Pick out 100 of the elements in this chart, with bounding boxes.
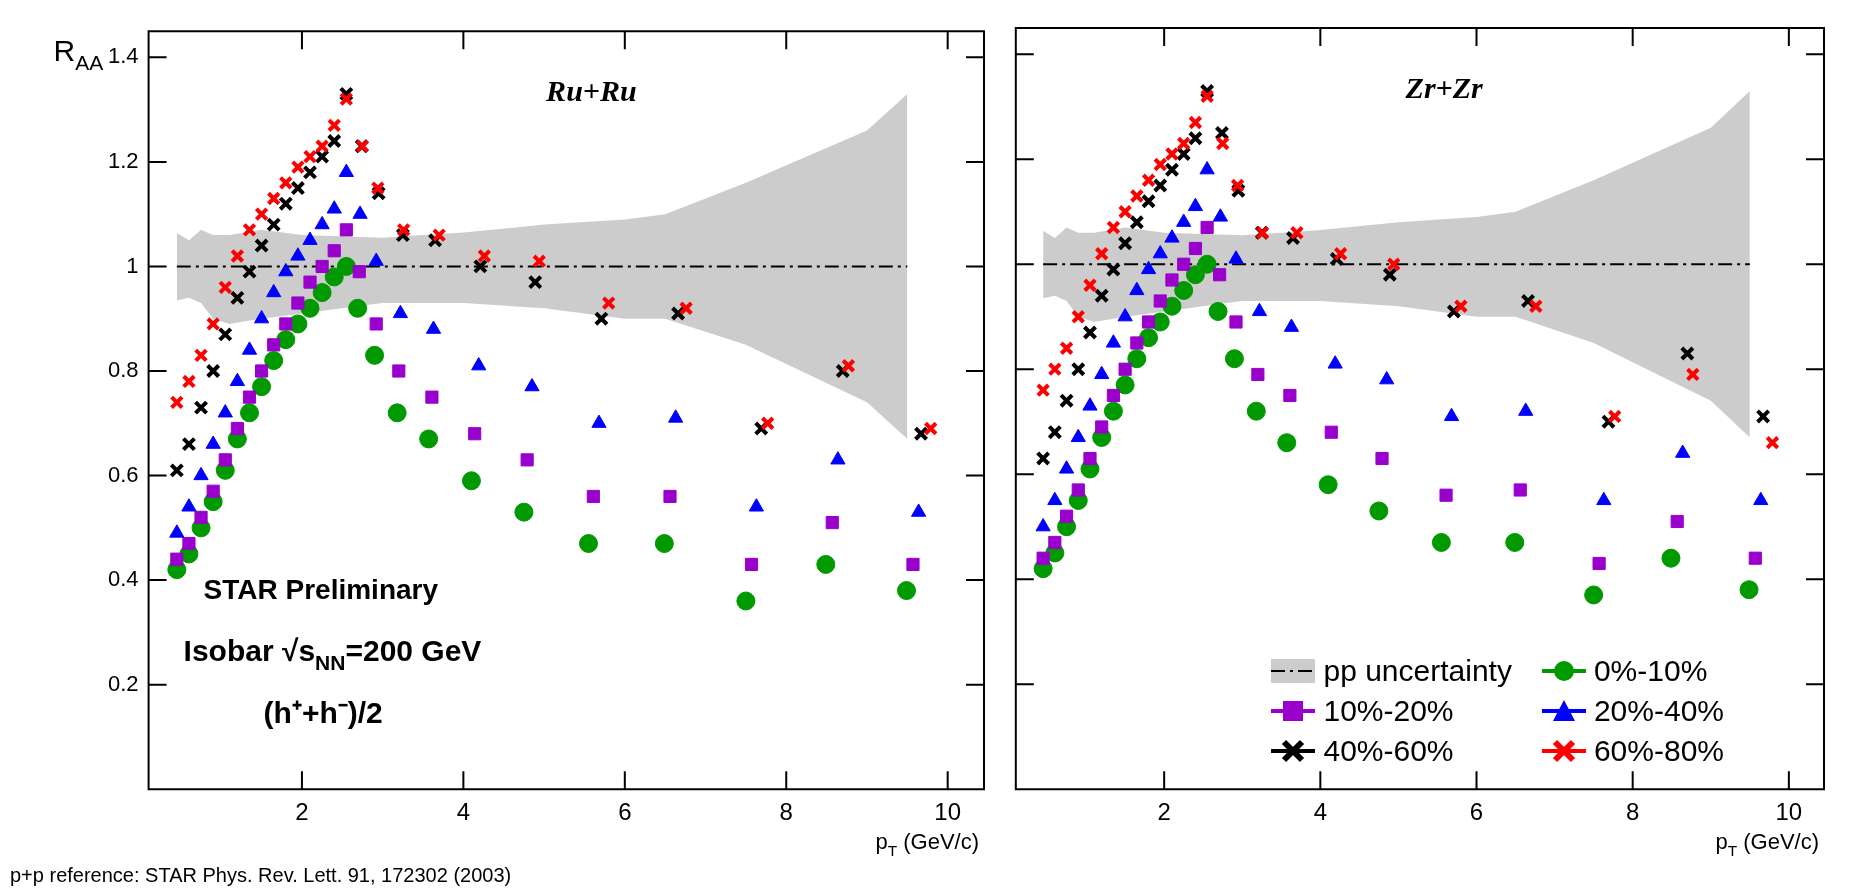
point xyxy=(1118,362,1132,376)
point xyxy=(1188,241,1202,256)
point xyxy=(1141,315,1156,329)
x-tick-label: 10 xyxy=(934,798,962,826)
point xyxy=(1048,535,1062,550)
point xyxy=(229,372,245,387)
point xyxy=(520,453,534,467)
point xyxy=(1505,532,1525,552)
point xyxy=(1106,388,1120,403)
legend-label: 60%-80% xyxy=(1593,734,1724,768)
point xyxy=(387,403,407,423)
point xyxy=(1058,460,1075,474)
point xyxy=(1277,433,1297,453)
point xyxy=(419,429,439,449)
point xyxy=(472,258,488,274)
point xyxy=(255,364,269,378)
point xyxy=(1199,161,1215,175)
point xyxy=(471,357,487,371)
point xyxy=(230,421,244,436)
point xyxy=(181,436,197,452)
point xyxy=(1513,483,1527,497)
point xyxy=(396,222,411,238)
point xyxy=(1215,136,1230,151)
point xyxy=(1251,302,1268,317)
text: Ru+Ru xyxy=(545,74,637,108)
point xyxy=(1289,225,1305,240)
point xyxy=(1596,491,1612,506)
point xyxy=(1047,491,1063,506)
point xyxy=(1130,336,1144,350)
point xyxy=(1059,341,1074,356)
point xyxy=(468,427,482,441)
point xyxy=(663,489,677,504)
point xyxy=(425,390,439,404)
point xyxy=(1228,250,1244,264)
point xyxy=(267,338,281,352)
point xyxy=(1035,450,1051,466)
point xyxy=(302,164,318,180)
point xyxy=(654,534,674,553)
point xyxy=(1739,580,1759,600)
point xyxy=(314,138,330,154)
point xyxy=(1035,518,1051,532)
point xyxy=(1105,261,1121,277)
point xyxy=(1214,125,1230,141)
annotation: STAR Preliminary xyxy=(203,574,439,606)
point xyxy=(1129,188,1145,204)
point xyxy=(1083,451,1097,466)
point xyxy=(327,244,341,258)
point xyxy=(527,274,543,290)
point xyxy=(1164,162,1180,178)
point xyxy=(1584,585,1604,605)
point xyxy=(193,348,209,363)
point xyxy=(1095,420,1109,434)
point xyxy=(339,91,354,107)
point xyxy=(897,581,917,601)
y-tick-label: 1.4 xyxy=(107,43,139,69)
point xyxy=(241,264,257,280)
point xyxy=(1174,280,1194,300)
point xyxy=(1229,315,1243,329)
point xyxy=(1765,435,1780,450)
point xyxy=(365,345,385,365)
x-tick-label: 2 xyxy=(295,798,309,826)
point xyxy=(254,238,270,254)
point xyxy=(1082,324,1098,340)
legend-label: pp uncertainty xyxy=(1323,654,1512,688)
point xyxy=(744,557,759,571)
point xyxy=(1753,491,1769,506)
point xyxy=(678,301,694,316)
point xyxy=(182,536,196,551)
point xyxy=(266,191,281,206)
point xyxy=(1036,551,1050,565)
point xyxy=(278,175,294,191)
point xyxy=(1164,229,1180,243)
point xyxy=(524,377,540,392)
point xyxy=(1176,136,1191,151)
point xyxy=(278,196,294,212)
point xyxy=(303,275,317,289)
point xyxy=(279,317,293,331)
point xyxy=(266,283,282,298)
point xyxy=(1141,173,1156,188)
point xyxy=(181,498,197,512)
point xyxy=(193,400,209,416)
point xyxy=(1117,235,1133,251)
point xyxy=(1675,444,1691,458)
y-tick-label: 1 xyxy=(126,252,139,278)
y-tick-label: 0.2 xyxy=(107,670,139,696)
point xyxy=(586,489,600,504)
point xyxy=(327,118,342,133)
point xyxy=(290,247,306,261)
point xyxy=(923,421,938,436)
point xyxy=(264,351,284,371)
point xyxy=(1592,556,1606,571)
point xyxy=(1165,273,1179,287)
point xyxy=(591,414,607,428)
y-tick-label: 1.2 xyxy=(107,147,139,173)
point xyxy=(1382,267,1398,283)
point xyxy=(593,311,609,327)
point xyxy=(1176,146,1192,162)
point xyxy=(601,295,616,311)
point xyxy=(1333,246,1348,261)
point xyxy=(1200,220,1214,235)
